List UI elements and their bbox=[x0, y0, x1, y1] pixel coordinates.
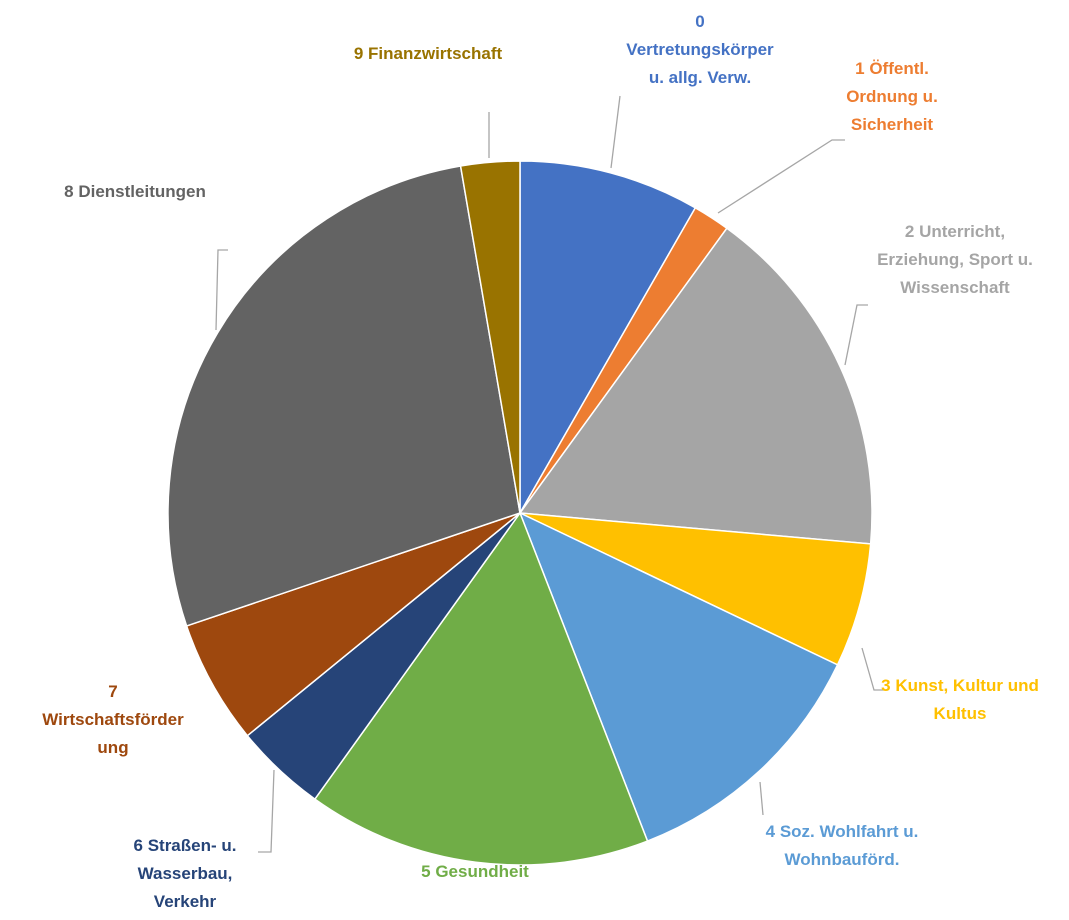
pie-slice bbox=[167, 165, 521, 627]
leader-line bbox=[215, 249, 228, 331]
leader-line bbox=[844, 304, 868, 366]
slice-label: 3 Kunst, Kultur und Kultus bbox=[881, 676, 1039, 723]
leader-line bbox=[759, 781, 764, 816]
pie-slice bbox=[519, 512, 872, 666]
pie-slice bbox=[518, 511, 839, 843]
slice-label: 5 Gesundheit bbox=[421, 862, 529, 881]
pie-slice bbox=[518, 227, 873, 545]
slice-label: 4 Soz. Wohlfahrt u. Wohnbauförd. bbox=[765, 822, 919, 869]
slice-label: 1 Öffentl. Ordnung u. Sicherheit bbox=[846, 59, 938, 134]
slice-label: 2 Unterricht, Erziehung, Sport u. Wissen… bbox=[877, 222, 1033, 297]
pie-slice bbox=[459, 160, 521, 514]
slice-label: 6 Straßen- u. Wasserbau, Verkehr bbox=[133, 836, 237, 911]
slice-label: 8 Dienstleitungen bbox=[64, 182, 206, 201]
pie-slice bbox=[313, 511, 649, 866]
leader-line bbox=[717, 139, 845, 214]
slice-label: 7 Wirtschaftsförderung bbox=[42, 682, 184, 757]
leader-line bbox=[610, 95, 621, 169]
pie-slice bbox=[185, 512, 521, 737]
leader-line bbox=[258, 769, 275, 853]
slice-label: 9 Finanzwirtschaft bbox=[353, 44, 503, 63]
leader-line bbox=[861, 647, 884, 691]
pie-slice bbox=[519, 160, 697, 516]
slice-label: 0 Vertretungskörper u. allg. Verw. bbox=[626, 12, 774, 87]
